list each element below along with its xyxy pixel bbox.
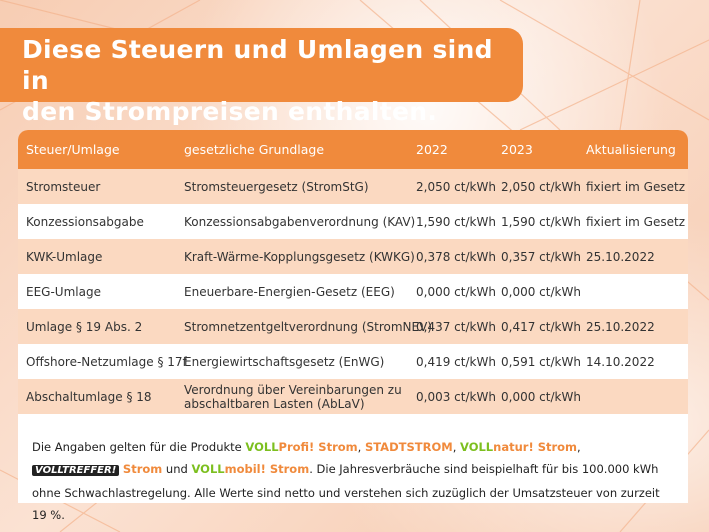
footnote-intro: Die Angaben gelten für die Produkte <box>32 440 246 454</box>
cell-2022: 1,590 ct/kWh <box>408 204 496 239</box>
table-row: EEG-Umlage Eneuerbare-Energien-Gesetz (E… <box>18 274 688 309</box>
table-row: Stromsteuer Stromsteuergesetz (StromStG)… <box>18 169 688 204</box>
cell-2023: 0,000 ct/kWh <box>493 274 581 309</box>
brand-vollnatur: VOLLnatur! Strom <box>460 440 577 454</box>
cell-law: Konzessionsabgabenverordnung (KAV) <box>176 204 415 239</box>
cell-2022: 0,003 ct/kWh <box>408 379 496 414</box>
table-row: Konzessionsabgabe Konzessionsabgabenvero… <box>18 204 688 239</box>
brand-product-suffix: Profi! Strom <box>278 440 358 454</box>
cell-2022: 2,050 ct/kWh <box>408 169 496 204</box>
table-row: Umlage § 19 Abs. 2 Stromnetzentgeltveror… <box>18 309 688 344</box>
footnote-separator: , <box>577 440 581 454</box>
footnote-text-2: ohne Schwachlastregelung. Alle Werte sin… <box>32 486 660 522</box>
cell-2023: 1,590 ct/kWh <box>493 204 581 239</box>
title-banner: Diese Steuern und Umlagen sind in den St… <box>0 28 523 126</box>
cell-update: fixiert im Gesetz <box>578 204 688 239</box>
brand-voll-prefix: VOLL <box>191 462 225 476</box>
page-title: Diese Steuern und Umlagen sind in den St… <box>22 34 523 127</box>
table-header-row: Steuer/Umlage gesetzliche Grundlage 2022… <box>18 130 688 169</box>
brand-product-suffix: natur! Strom <box>493 440 578 454</box>
cell-2023: 0,591 ct/kWh <box>493 344 581 379</box>
brand-voll-prefix: VOLL <box>245 440 279 454</box>
header-2023: 2023 <box>493 130 578 169</box>
cell-update <box>578 274 688 309</box>
header-2022: 2022 <box>408 130 493 169</box>
brand-volltreffer-logo: VOLLTREFFER! <box>32 465 120 476</box>
brand-product-suffix: mobil! Strom <box>224 462 310 476</box>
tax-table: Steuer/Umlage gesetzliche Grundlage 2022… <box>18 130 688 414</box>
cell-update <box>578 379 688 414</box>
footnote-text-1: . Die Jahresverbräuche sind beispielhaft… <box>309 462 659 476</box>
cell-update: 14.10.2022 <box>578 344 688 379</box>
cell-update: 25.10.2022 <box>578 309 688 344</box>
table-row: KWK-Umlage Kraft-Wärme-Kopplungsgesetz (… <box>18 239 688 274</box>
cell-2022: 0,000 ct/kWh <box>408 274 496 309</box>
cell-name: Umlage § 19 Abs. 2 <box>18 309 176 344</box>
cell-name: Abschaltumlage § 18 <box>18 379 176 414</box>
brand-vollmobil: VOLLmobil! Strom <box>191 462 309 476</box>
brand-vollprofi: VOLLProfi! Strom <box>245 440 357 454</box>
cell-law: Eneuerbare-Energien-Gesetz (EEG) <box>176 274 408 309</box>
footnote-and: und <box>162 462 192 476</box>
cell-name: Offshore-Netzumlage § 17f <box>18 344 187 379</box>
table-row: Abschaltumlage § 18 Verordnung über Vere… <box>18 379 688 414</box>
brand-volltreffer-strom: Strom <box>122 462 163 476</box>
cell-2023: 2,050 ct/kWh <box>493 169 581 204</box>
header-grundlage: gesetzliche Grundlage <box>176 130 408 169</box>
cell-2022: 0,419 ct/kWh <box>408 344 496 379</box>
cell-name: Stromsteuer <box>18 169 176 204</box>
header-steuer-umlage: Steuer/Umlage <box>18 130 176 169</box>
cell-law: Stromnetzentgeltverordnung (StromNEV) <box>176 309 432 344</box>
table-row: Offshore-Netzumlage § 17f Energiewirtsch… <box>18 344 688 379</box>
cell-2022: 0,437 ct/kWh <box>408 309 496 344</box>
footnote: Die Angaben gelten für die Produkte VOLL… <box>32 436 672 526</box>
cell-2023: 0,357 ct/kWh <box>493 239 581 274</box>
cell-law: Stromsteuergesetz (StromStG) <box>176 169 408 204</box>
footnote-separator: , <box>452 440 460 454</box>
title-line-1: Diese Steuern und Umlagen sind in <box>22 35 493 95</box>
footnote-separator: , <box>357 440 365 454</box>
cell-update: 25.10.2022 <box>578 239 688 274</box>
cell-name: KWK-Umlage <box>18 239 176 274</box>
cell-2023: 0,417 ct/kWh <box>493 309 581 344</box>
cell-law: Energiewirtschaftsgesetz (EnWG) <box>176 344 408 379</box>
cell-name: Konzessionsabgabe <box>18 204 176 239</box>
tax-table-panel: Steuer/Umlage gesetzliche Grundlage 2022… <box>18 130 688 503</box>
title-line-2: den Strompreisen enthalten. <box>22 97 438 126</box>
cell-law: Kraft-Wärme-Kopplungsgesetz (KWKG) <box>176 239 415 274</box>
header-aktualisierung: Aktualisierung <box>578 130 688 169</box>
cell-name: EEG-Umlage <box>18 274 176 309</box>
cell-2023: 0,000 ct/kWh <box>493 379 581 414</box>
cell-2022: 0,378 ct/kWh <box>408 239 496 274</box>
cell-update: fixiert im Gesetz <box>578 169 688 204</box>
brand-voll-prefix: VOLL <box>460 440 494 454</box>
cell-law: Verordnung über Vereinbarungen zu abscha… <box>176 379 408 414</box>
brand-stadtstrom: STADTSTROM <box>364 440 453 454</box>
